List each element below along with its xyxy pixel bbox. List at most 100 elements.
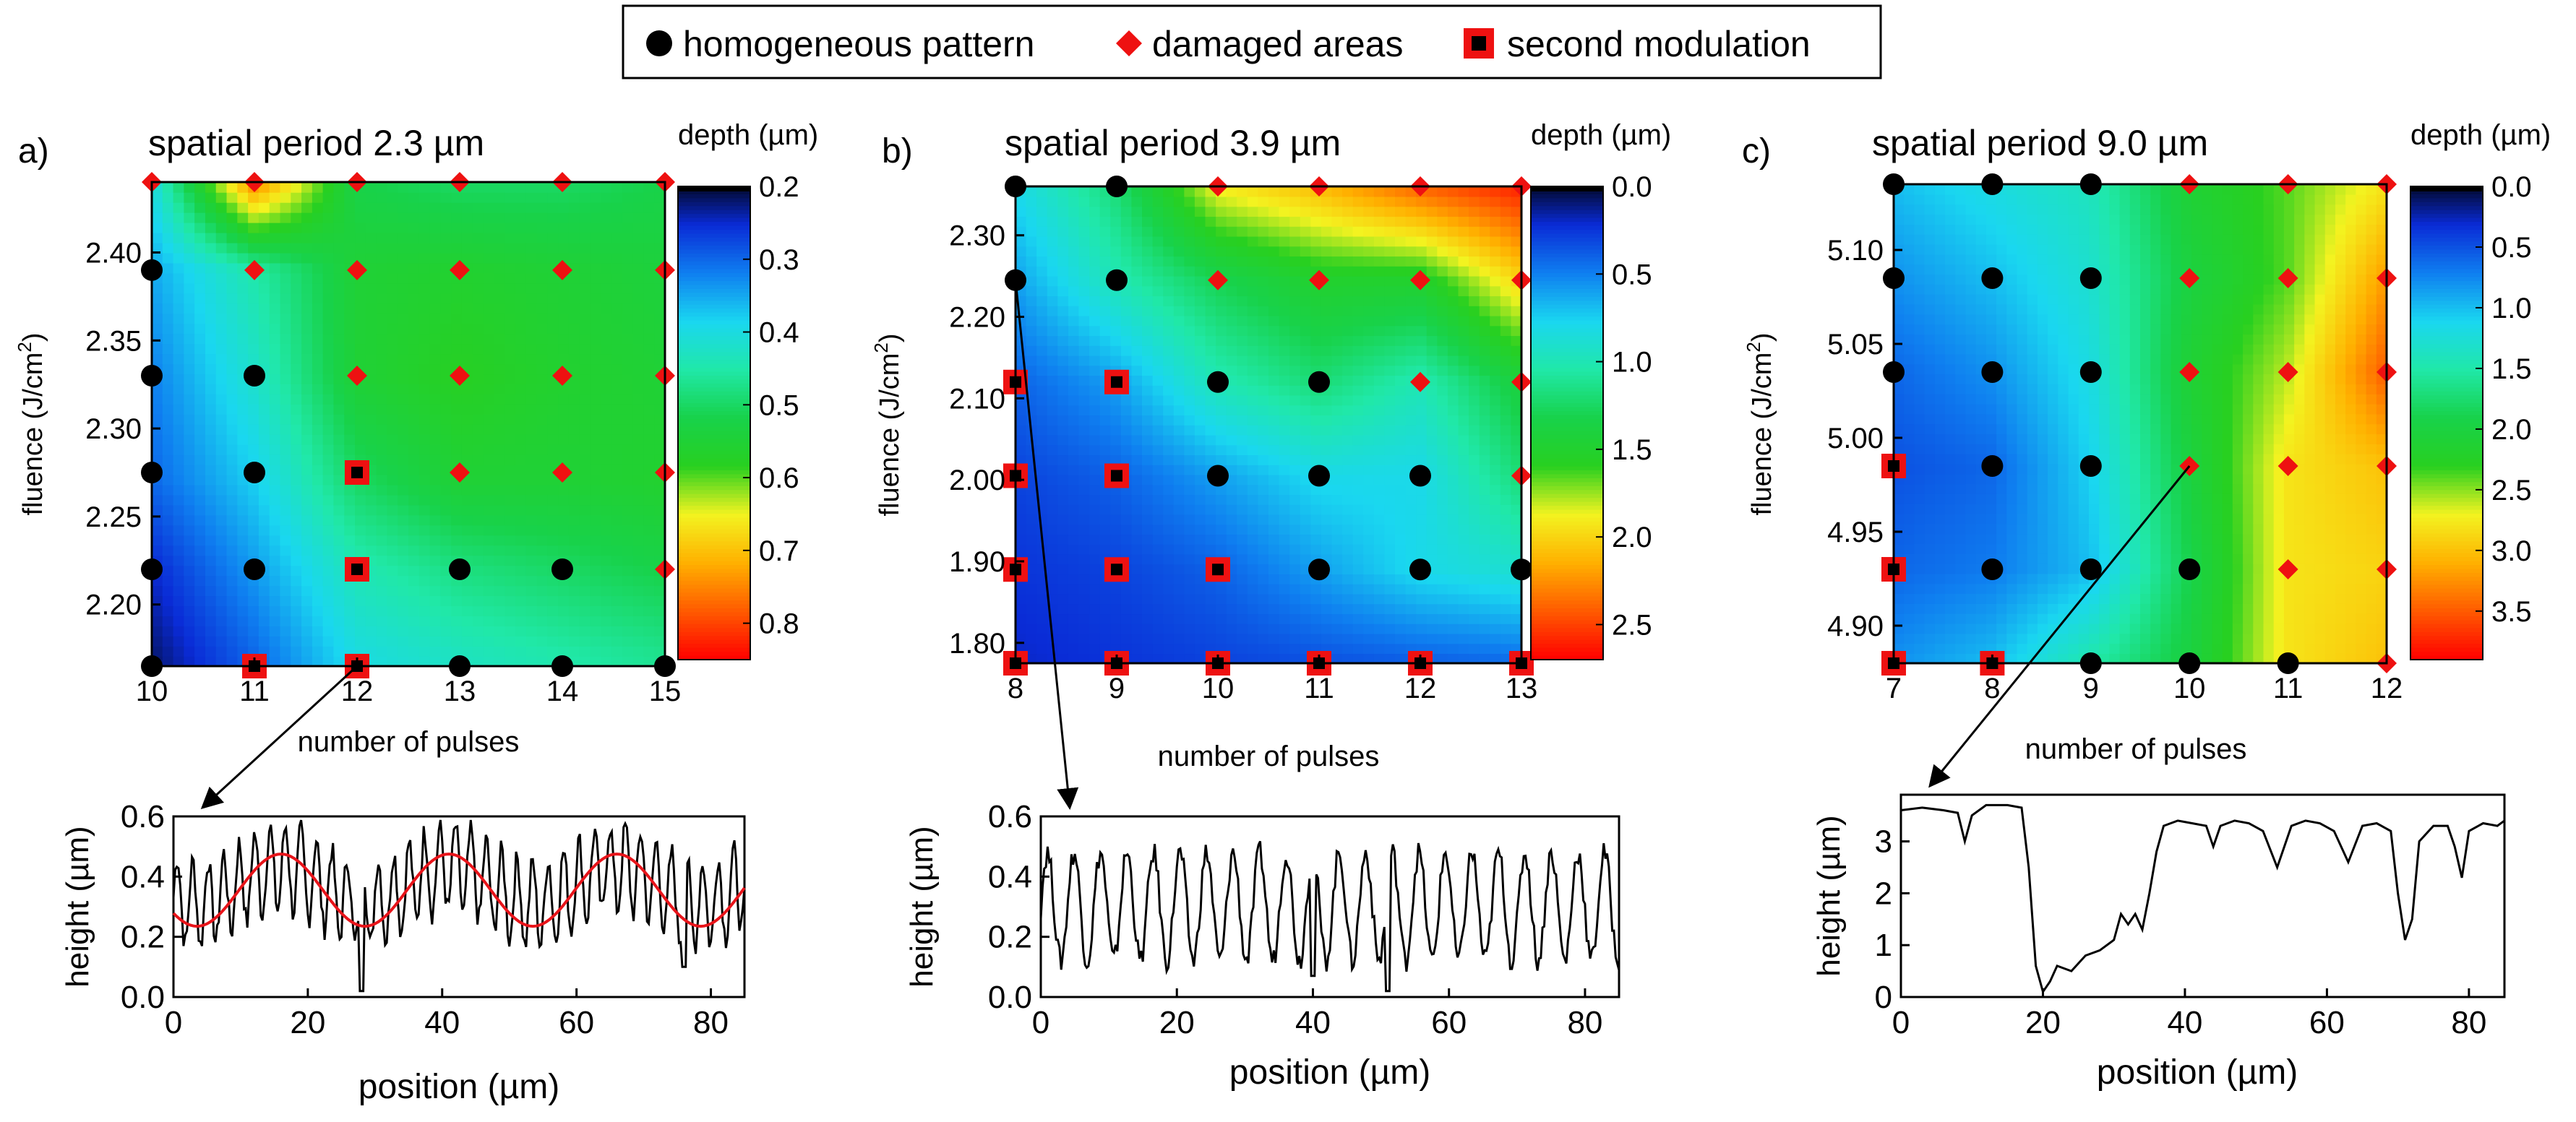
heatmap-cell [440,272,452,284]
heatmap-cell [215,343,228,355]
heatmap-cell [1036,465,1048,475]
heatmap-cell [1426,216,1438,227]
heatmap-cell [536,353,549,365]
heatmap-cell [301,545,313,556]
heatmap-cell [1205,544,1216,555]
heatmap-cell [215,323,228,335]
colorbar-band [678,233,750,238]
heatmap-cell [1216,504,1227,515]
heatmap-cell [1469,206,1480,217]
heatmap-cell [1289,494,1301,505]
heatmap-cell [558,404,570,415]
heatmap-cell [1279,613,1290,624]
heatmap-cell [376,313,388,324]
heatmap-cell [194,504,206,516]
heatmap-cell [1047,534,1059,545]
heatmap-cell [1078,454,1090,465]
heatmap-cell [1279,285,1290,297]
heatmap-cell [1342,306,1354,316]
heatmap-cell [1342,425,1354,436]
heatmap-cell [226,444,239,455]
heatmap-cell [1068,394,1080,406]
heatmap-cell [269,646,281,657]
heatmap-cell [483,414,495,425]
heatmap-cell [1110,355,1122,366]
heatmap-cell [622,374,634,384]
heatmap-cell [1216,613,1227,624]
heatmap-cell [1447,584,1459,595]
heatmap-cell [1163,504,1175,515]
panel-a-profile: 0 20 40 60 80 0.00.20.40.6 position (µm) hei… [60,799,746,1106]
heatmap-cell [387,514,399,526]
heatmap-cell [1057,306,1069,316]
heatmap-cell [494,555,505,566]
heatmap-cell [205,313,217,324]
heatmap-cell [590,555,602,566]
heatmap-cell [398,454,409,465]
heatmap-cell [1068,484,1080,496]
heatmap-cell [1163,186,1175,197]
heatmap-cell [429,333,442,345]
heatmap-cell [280,646,292,657]
heatmap-cell [1416,394,1427,406]
colorbar-band [678,411,750,416]
heatmap-cell [461,585,473,597]
heatmap-cell [1036,375,1048,386]
heatmap-cell [1099,315,1112,327]
heatmap-cell [601,242,612,254]
heatmap-cell [632,444,645,455]
heatmap-cell [1016,544,1027,555]
heatmap-cell [1026,474,1037,486]
heatmap-cell [622,636,634,647]
heatmap-cell [440,504,452,516]
heatmap-cell [440,494,452,506]
heatmap-cell [1237,206,1248,217]
heatmap-cell [1237,365,1248,376]
heatmap-cell [162,545,174,556]
heatmap-cell [237,384,249,394]
heatmap-cell [205,252,217,264]
heatmap-cell [1447,564,1459,575]
heatmap-cell [1416,196,1427,207]
heatmap-cell [1500,375,1512,386]
heatmap-cell [536,394,549,405]
heatmap-cell [1331,514,1343,525]
heatmap-cell [1099,454,1112,465]
heatmap-cell [1469,405,1480,416]
heatmap-cell [643,433,656,445]
heatmap-cell [643,394,656,405]
heatmap-cell [1405,633,1417,644]
heatmap-cell [622,232,634,243]
heatmap-cell [408,464,420,475]
heatmap-cell [1321,613,1333,624]
heatmap-cell [1373,226,1386,237]
heatmap-cell [280,525,292,536]
heatmap-cell [1395,315,1407,327]
heatmap-cell [215,222,228,233]
heatmap-cell [1120,613,1133,624]
heatmap-cell [184,333,195,345]
heatmap-cell [333,575,345,587]
heatmap-cell [505,313,516,324]
heatmap-cell [611,585,623,597]
heatmap-cell [1490,434,1501,446]
colorbar-band [678,269,750,274]
heatmap-cell [568,353,580,365]
heatmap-cell [1373,375,1386,386]
heatmap-cell [1163,355,1175,366]
heatmap-cell [505,222,516,233]
heatmap-cell [1511,484,1522,496]
heatmap-cell [387,575,399,587]
heatmap-cell [1068,295,1080,306]
heatmap-cell [312,464,324,475]
heatmap-cell [1289,534,1301,545]
heatmap-cell [1194,574,1206,584]
heatmap-cell [173,646,185,657]
heatmap-cell [1268,306,1280,316]
heatmap-cell [1057,196,1069,207]
heatmap-cell [547,636,559,647]
heatmap-cell [1490,394,1501,406]
heatmap-cell [1194,623,1206,634]
heatmap-cell [1173,465,1185,475]
heatmap-cell [1458,375,1469,386]
